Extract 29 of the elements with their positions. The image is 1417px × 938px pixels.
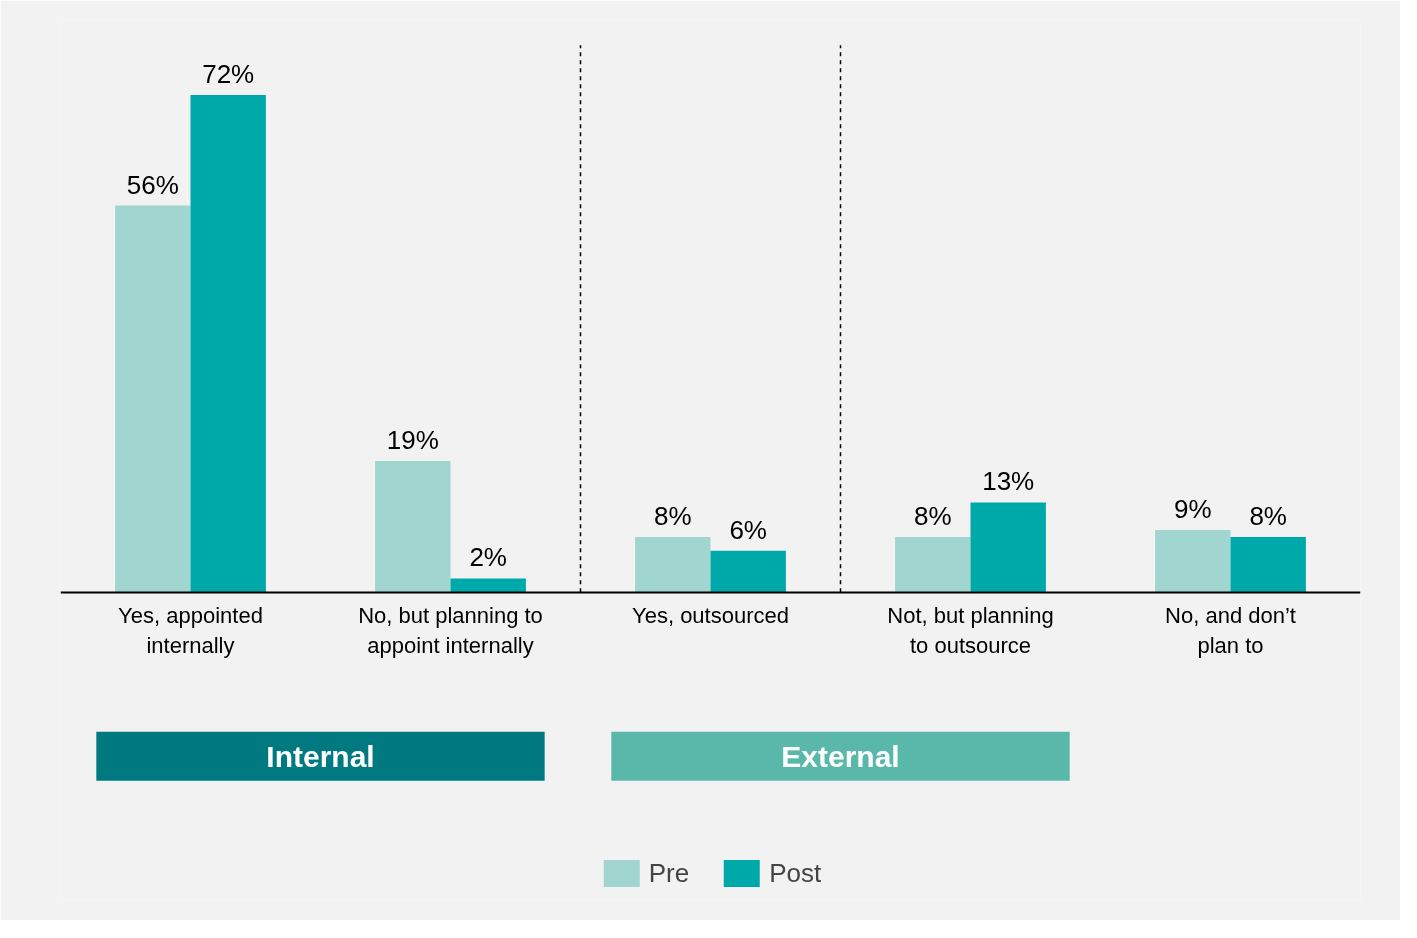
bar — [375, 461, 451, 593]
x-tick-label: Yes, outsourced — [632, 603, 789, 629]
legend-label: Pre — [648, 857, 690, 889]
bar — [115, 205, 191, 593]
data-label: 9% — [1174, 494, 1212, 525]
bar — [190, 95, 266, 593]
x-tick-label: No, but planning to appoint internally — [358, 603, 543, 659]
data-label: 19% — [386, 425, 439, 456]
x-tick-label: Yes, appointed internally — [118, 603, 263, 659]
legend-label: Post — [769, 857, 822, 889]
data-label: 8% — [914, 501, 952, 532]
data-label: 6% — [729, 514, 767, 545]
data-label: 56% — [126, 169, 179, 200]
x-tick-label: No, and don’t plan to — [1165, 603, 1296, 659]
data-label: 8% — [654, 501, 692, 532]
data-label: 2% — [469, 542, 507, 573]
bar — [710, 550, 786, 593]
bar — [970, 502, 1046, 593]
data-label: 8% — [1249, 501, 1287, 532]
data-label: 72% — [202, 59, 255, 90]
text: Internal — [266, 739, 375, 773]
data-label: 13% — [982, 466, 1035, 497]
x-tick-label: Not, but planning to outsource — [887, 603, 1054, 659]
bar — [450, 578, 526, 593]
text: External — [781, 739, 900, 773]
bar — [635, 537, 711, 593]
bar — [1155, 530, 1231, 593]
bar — [1230, 537, 1306, 593]
bar — [895, 537, 971, 593]
